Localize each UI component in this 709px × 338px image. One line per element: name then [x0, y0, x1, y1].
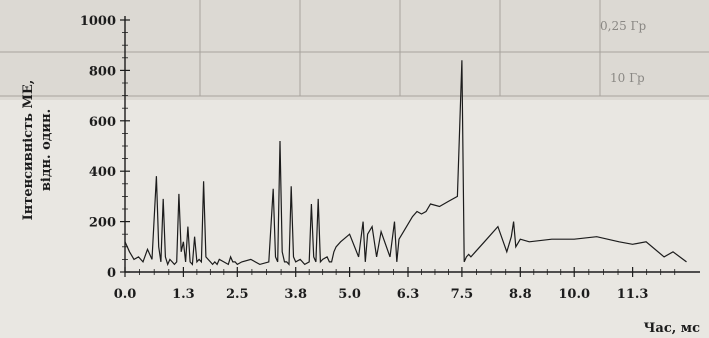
y-tick-label-3: 600	[89, 115, 116, 130]
y-tick-label-4: 800	[89, 64, 116, 79]
x-tick-label-7: 8.8	[509, 287, 532, 302]
series-line	[124, 60, 687, 267]
x-tick-label-5: 6.3	[397, 287, 420, 302]
x-axis: 0.0 1.3 2.5 3.8 5.0 6.3 7.5 8.8 10.0 11.3	[114, 267, 700, 302]
x-axis-label: Час, мс	[644, 321, 701, 336]
bg-table-row1-label: 0,25 Гр	[600, 19, 646, 33]
x-tick-label-3: 3.8	[284, 287, 307, 302]
bg-table-row2-label: 10 Гр	[610, 71, 645, 85]
x-tick-label-0: 0.0	[114, 287, 137, 302]
y-axis: 0 200 400 600 800 1000	[80, 14, 130, 281]
background-table-fragment: 0,25 Гр 10 Гр	[0, 0, 709, 100]
x-tick-label-6: 7.5	[451, 287, 474, 302]
y-tick-label-5: 1000	[80, 14, 116, 29]
x-tick-label-4: 5.0	[338, 287, 361, 302]
y-tick-label-0: 0	[107, 266, 116, 281]
x-tick-label-1: 1.3	[172, 287, 195, 302]
x-tick-label-9: 11.3	[617, 287, 649, 302]
y-axis-label-line2: відн. один.	[39, 109, 54, 191]
x-tick-label-2: 2.5	[226, 287, 249, 302]
y-tick-label-2: 400	[89, 165, 116, 180]
x-tick-label-8: 10.0	[558, 287, 590, 302]
y-axis-label-line1: Інтенсивність МЕ,	[21, 80, 36, 221]
y-tick-label-1: 200	[89, 216, 116, 231]
